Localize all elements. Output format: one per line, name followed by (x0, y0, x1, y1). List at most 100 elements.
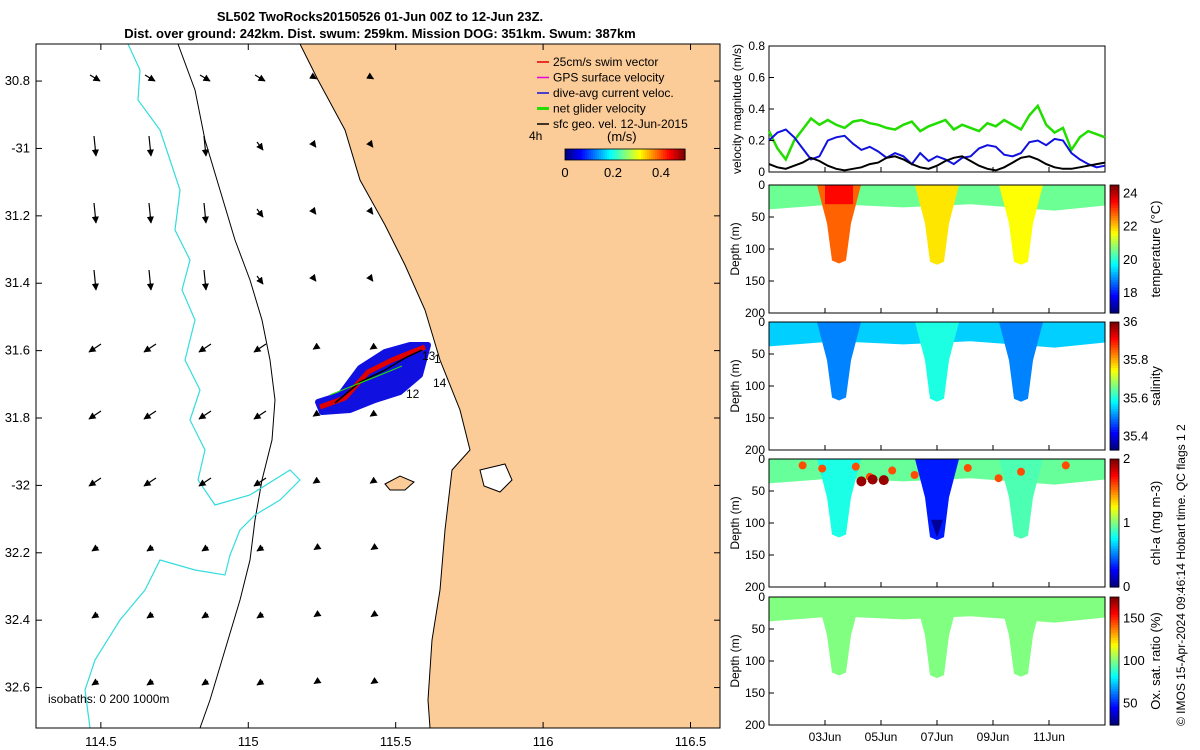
colorbar-cell (1110, 355, 1119, 359)
colorbar-tick-label: 2 (1123, 451, 1130, 466)
chla-patch (1017, 467, 1025, 476)
copyright-note: © IMOS 15-Apr-2024 09:46:14 Hobart time.… (1174, 424, 1188, 726)
current-arrow (313, 610, 322, 618)
colorbar-label: temperature (°C) (1148, 201, 1163, 298)
colorbar-cell (1110, 701, 1119, 706)
chla-patch (798, 461, 807, 470)
colorbar-cell (639, 149, 642, 160)
colorbar-cell (1110, 499, 1119, 504)
colorbar-cell (1110, 714, 1119, 718)
current-arrow (256, 544, 265, 552)
colorbar-cell (1110, 584, 1119, 588)
colorbar-cell (1110, 561, 1119, 565)
colorbar-cell (1110, 707, 1119, 711)
colorbar-cell (1110, 409, 1119, 413)
current-arrow (256, 208, 264, 218)
colorbar-cell (603, 149, 606, 160)
current-arrow (91, 135, 99, 157)
colorbar-cell (1110, 494, 1119, 498)
current-arrow (309, 139, 317, 148)
colorbar-cell (587, 149, 590, 160)
current-arrow (370, 543, 379, 551)
colorbar-cell (1110, 251, 1119, 255)
colorbar-cell (669, 149, 672, 160)
y-tick-label: 0 (758, 178, 765, 192)
colorbar-cell (1110, 535, 1119, 539)
colorbar-cell (1110, 241, 1119, 245)
island (384, 475, 415, 491)
colorbar-cell (577, 149, 580, 160)
y-tick-label: 50 (752, 622, 766, 636)
colorbar-cell (619, 149, 622, 160)
x-tick-label: 07Jun (921, 730, 954, 744)
colorbar-cell (1110, 259, 1119, 263)
y-tick-label: 100 (745, 379, 765, 393)
dive-profile (817, 459, 861, 538)
current-arrow (201, 135, 209, 157)
current-arrow (146, 269, 154, 291)
current-arrow (198, 410, 212, 420)
colorbar-cell (1110, 622, 1119, 626)
colorbar-cell (1110, 517, 1119, 522)
colorbar-tick-label: 1 (1123, 515, 1130, 530)
colorbar-cell (1110, 492, 1119, 496)
y-tick-label: 0.4 (748, 102, 765, 116)
y-tick-label: 50 (752, 210, 766, 224)
colorbar-cell (1110, 337, 1119, 341)
colorbar-cell (633, 149, 636, 160)
colorbar-frame (1109, 596, 1120, 726)
colorbar-cell (1110, 444, 1119, 449)
colorbar-cell (609, 149, 612, 160)
y-tick-label: 31.8 (5, 410, 30, 425)
colorbar-cell (1110, 599, 1119, 603)
colorbar-cell (643, 149, 646, 160)
colorbar-cell (1110, 406, 1119, 410)
land-area (299, 44, 720, 728)
colorbar-tick-label: 22 (1123, 219, 1137, 234)
colorbar-cell (1110, 357, 1119, 361)
colorbar-cell (585, 149, 588, 160)
colorbar-cell (1110, 533, 1119, 537)
day-label: 14 (433, 376, 447, 390)
y-tick-label: 32.4 (5, 612, 30, 627)
colorbar-cell (1110, 218, 1119, 222)
colorbar-cell (1110, 663, 1119, 667)
colorbar-cell (1110, 620, 1119, 624)
colorbar-cell (1110, 264, 1119, 268)
colorbar-cell (1110, 476, 1119, 481)
y-tick-label: 31.4 (5, 275, 30, 290)
colorbar-cell (1110, 530, 1119, 534)
current-arrow (253, 410, 267, 420)
colorbar-cell (1110, 243, 1119, 248)
current-arrow (146, 135, 154, 157)
x-tick-label: 11Jun (1033, 730, 1065, 744)
colorbar-tick-label: 36 (1123, 314, 1137, 329)
dive-profile (999, 597, 1043, 677)
day-label: 13 (422, 349, 436, 363)
colorbar-cell (1110, 489, 1119, 493)
x-tick-label: 09Jun (977, 730, 1010, 744)
current-arrow (199, 74, 211, 82)
colorbar-cell (637, 149, 640, 160)
colorbar-cell (1110, 551, 1119, 555)
colorbar-cell (659, 149, 662, 160)
colorbar-cell (615, 149, 618, 160)
y-tick-label: 0.8 (748, 39, 765, 53)
colorbar-cell (1110, 228, 1119, 232)
y-tick-label: 50 (752, 347, 766, 361)
colorbar-cell (1110, 284, 1119, 288)
y-tick-label: -31 (11, 140, 30, 155)
colorbar-cell (1110, 327, 1119, 331)
chart-title-line1: SL502 TwoRocks20150526 01-Jun 00Z to 12-… (216, 9, 544, 24)
net-glider-track (329, 365, 403, 396)
current-arrow (143, 477, 157, 487)
x-tick-label: 114.5 (85, 734, 117, 749)
colorbar-cell (1110, 231, 1119, 235)
colorbar-cell (1110, 246, 1119, 250)
colorbar-cell (661, 149, 664, 160)
colorbar-cell (635, 149, 638, 160)
colorbar-cell (1110, 202, 1119, 207)
current-arrow (146, 611, 155, 619)
colorbar-cell (1110, 396, 1119, 400)
colorbar-cell (1110, 383, 1119, 387)
